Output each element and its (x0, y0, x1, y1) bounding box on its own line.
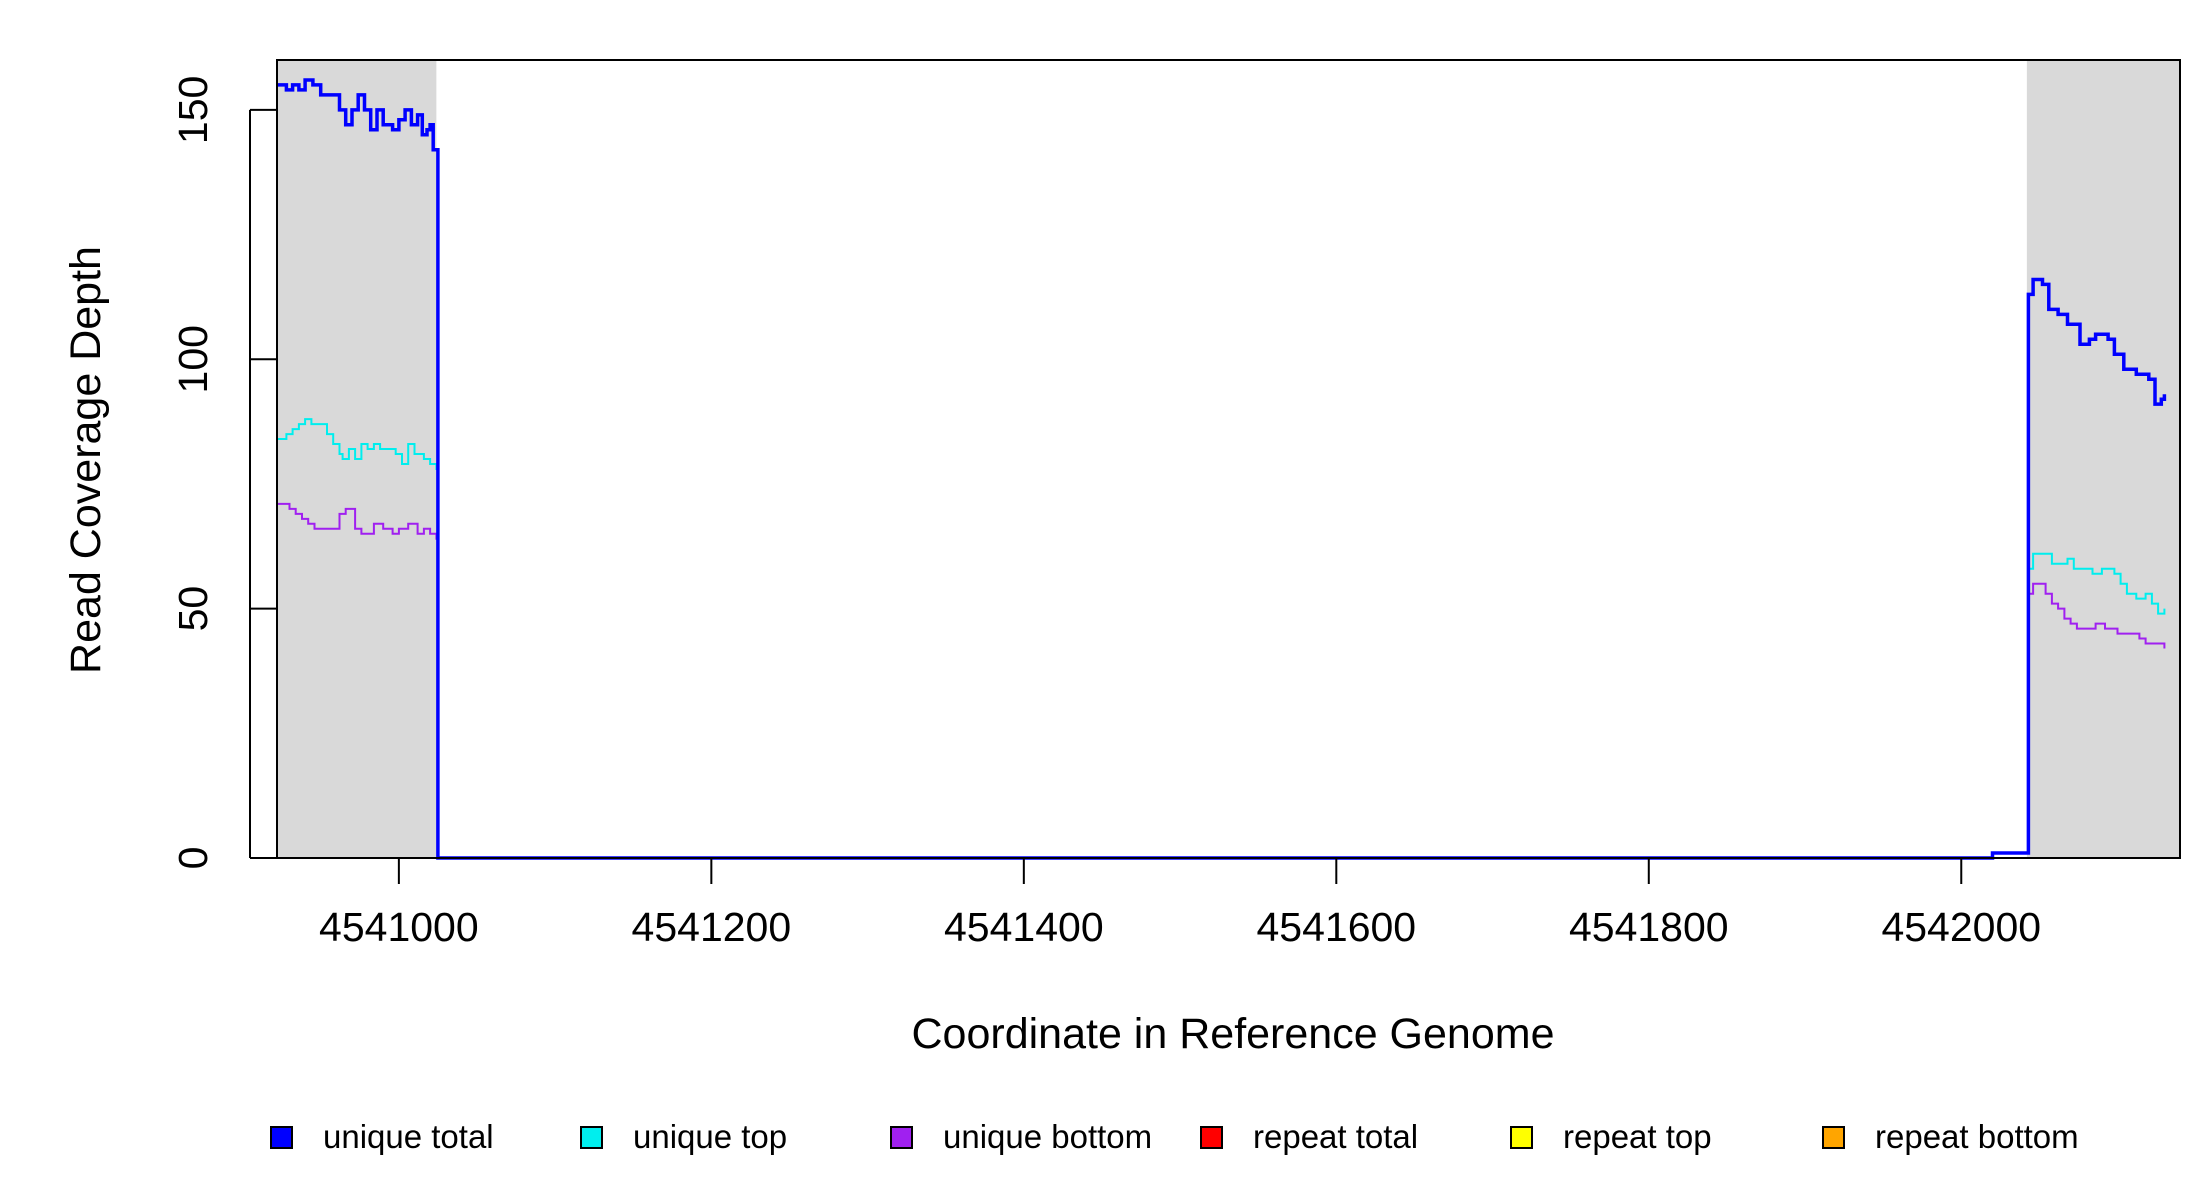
legend-swatch (580, 1125, 603, 1149)
series-line-unique-top (277, 418, 2166, 859)
legend-label: unique top (633, 1118, 788, 1155)
legend-label: repeat bottom (1875, 1118, 2079, 1155)
series-line-unique-bottom (277, 502, 2166, 859)
x-tick-label: 4541600 (1256, 904, 1416, 950)
x-tick-label: 4541400 (944, 904, 1104, 950)
x-axis-label: Coordinate in Reference Genome (912, 1010, 1555, 1058)
x-axis: 4541000 4541200 4541400 4541600 4541800 45420… (319, 858, 2041, 950)
y-axis: 0 50 100 150 (170, 76, 277, 870)
legend-swatch (890, 1125, 913, 1149)
legend-item-repeat-bottom: repeat bottom (1822, 1112, 2079, 1162)
plot-frame (276, 59, 2181, 859)
legend-item-unique-top: unique top (580, 1112, 787, 1162)
legend-item-unique-bottom: unique bottom (890, 1112, 1152, 1162)
y-tick-label: 150 (170, 76, 216, 144)
series-line-unique-total (277, 78, 2167, 860)
legend-swatch (1822, 1125, 1845, 1149)
y-tick-label: 0 (170, 847, 216, 870)
legend-label: unique total (323, 1118, 494, 1155)
legend-item-repeat-top: repeat top (1510, 1112, 1712, 1162)
legend: unique total unique top unique bottom repea… (0, 1112, 2200, 1162)
shaded-region-2 (2026, 60, 2180, 858)
legend-label: repeat total (1253, 1118, 1419, 1155)
series-lines (277, 78, 2180, 860)
legend-item-unique-total: unique total (270, 1112, 494, 1162)
y-tick-label: 100 (170, 325, 216, 393)
legend-swatch (1200, 1125, 1223, 1149)
legend-swatch (270, 1125, 293, 1149)
legend-item-repeat-total: repeat total (1200, 1112, 1418, 1162)
legend-label: repeat top (1563, 1118, 1712, 1155)
x-tick-label: 4541800 (1569, 904, 1729, 950)
x-tick-label: 4541200 (632, 904, 792, 950)
legend-swatch (1510, 1125, 1533, 1149)
shaded-regions (277, 60, 2180, 858)
legend-label: unique bottom (943, 1118, 1153, 1155)
y-axis-label: Read Coverage Depth (62, 246, 110, 674)
x-tick-label: 4542000 (1881, 904, 2041, 950)
x-tick-label: 4541000 (319, 904, 479, 950)
y-tick-label: 50 (170, 586, 216, 632)
